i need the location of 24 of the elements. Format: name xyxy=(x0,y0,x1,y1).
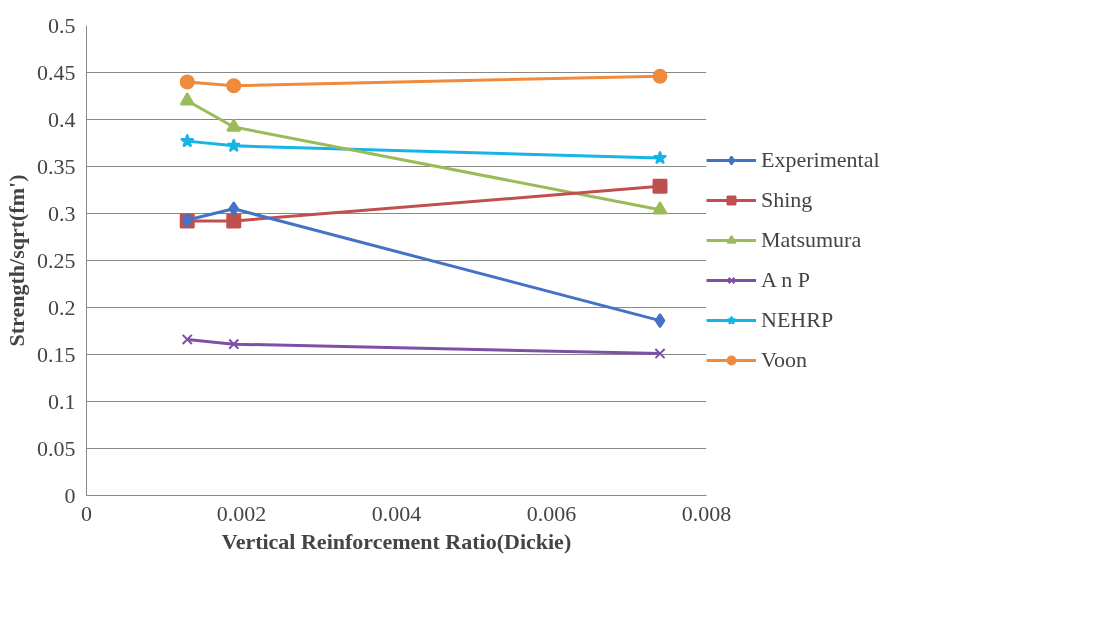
x-tick-label: 0.006 xyxy=(526,500,577,526)
legend-label: Matsumura xyxy=(761,227,862,253)
legend-label: A n P xyxy=(761,267,810,293)
y-tick-label: 0.35 xyxy=(37,153,76,179)
legend-label: Voon xyxy=(761,347,808,373)
y-tick-label: 0.5 xyxy=(48,12,76,38)
y-tick-label: 0.2 xyxy=(48,294,76,320)
y-tick-label: 0.05 xyxy=(37,435,76,461)
y-axis-title: Strength/sqrt(fm') xyxy=(4,174,29,347)
x-tick-label: 0.008 xyxy=(681,500,732,526)
y-tick-label: 0.1 xyxy=(48,388,76,414)
x-tick-label: 0.004 xyxy=(371,500,422,526)
y-tick-label: 0 xyxy=(64,482,76,508)
legend-label: Experimental xyxy=(761,147,880,173)
y-tick-label: 0.3 xyxy=(48,200,76,226)
x-tick-label: 0.002 xyxy=(216,500,267,526)
y-tick-label: 0.15 xyxy=(37,341,76,367)
y-tick-label: 0.45 xyxy=(37,59,76,85)
x-axis-title: Vertical Reinforcement Ratio(Dickie) xyxy=(221,528,572,554)
y-tick-label: 0.25 xyxy=(37,247,76,273)
y-tick-label: 0.4 xyxy=(48,106,76,132)
x-tick-label: 0 xyxy=(81,500,92,526)
legend-label: NEHRP xyxy=(761,307,834,333)
legend-label: Shing xyxy=(761,187,813,213)
